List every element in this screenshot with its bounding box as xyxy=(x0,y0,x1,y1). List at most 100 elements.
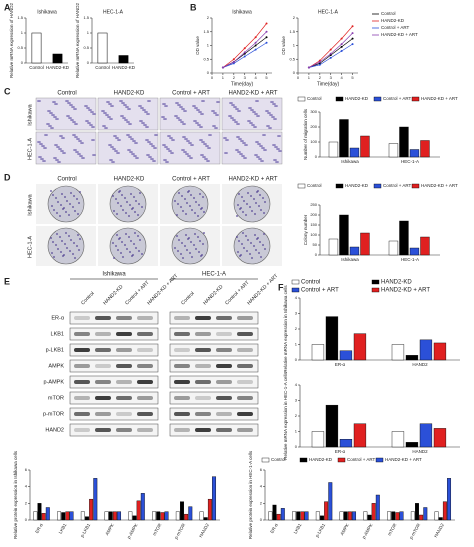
bar xyxy=(140,493,145,521)
cell xyxy=(142,109,146,111)
point xyxy=(329,54,332,57)
y-axis-title: Relative protein expression in Ishikawa … xyxy=(13,450,18,539)
cell xyxy=(262,134,266,136)
y-tick-label: 0.5 xyxy=(289,56,295,61)
x-tick-label: HAND2 xyxy=(412,449,428,454)
cell xyxy=(202,156,206,158)
colony xyxy=(200,208,202,210)
band xyxy=(216,412,232,416)
cell xyxy=(228,115,232,117)
point xyxy=(318,61,321,63)
cell xyxy=(151,145,155,147)
colony xyxy=(239,208,241,210)
point xyxy=(351,37,354,40)
cell xyxy=(190,144,194,146)
bar xyxy=(388,240,399,256)
bar xyxy=(433,342,447,361)
cell xyxy=(256,156,260,158)
blot-strip xyxy=(69,359,159,373)
colony xyxy=(203,232,205,234)
bar xyxy=(391,511,396,521)
cell xyxy=(123,104,127,106)
cell xyxy=(126,121,130,123)
panel-letter: D xyxy=(4,172,11,182)
cell xyxy=(206,160,210,162)
colony xyxy=(72,206,74,208)
colony xyxy=(50,237,52,239)
colony xyxy=(246,203,248,205)
bar xyxy=(375,494,380,521)
band xyxy=(216,428,232,432)
y-tick-label: 100 xyxy=(310,232,317,237)
micrograph xyxy=(159,97,221,131)
legend-label: HAND2-KD + ART xyxy=(421,96,458,101)
cell xyxy=(164,146,168,148)
cell xyxy=(109,118,113,120)
point xyxy=(265,30,268,33)
colony xyxy=(72,253,74,255)
cell xyxy=(273,118,277,120)
cell xyxy=(185,153,189,155)
colony xyxy=(253,198,255,200)
y-tick-label: 1 xyxy=(295,429,298,434)
row-label: p-mTOR xyxy=(43,411,64,417)
band xyxy=(95,396,111,400)
row-label: p-LKB1 xyxy=(46,347,64,353)
colony xyxy=(199,240,201,242)
point xyxy=(265,22,268,25)
colony xyxy=(133,243,135,245)
legend-label: HAND2-KD xyxy=(345,183,369,188)
cell xyxy=(184,138,188,140)
cell xyxy=(148,156,152,158)
legend-label: Control xyxy=(307,183,322,188)
bar xyxy=(395,512,400,521)
cell xyxy=(216,101,220,103)
legend-label: Control xyxy=(301,280,320,286)
cell xyxy=(105,114,109,116)
legend-label: Control + ART xyxy=(381,25,410,30)
cell xyxy=(85,120,89,122)
colony xyxy=(126,248,128,250)
bar xyxy=(419,514,424,521)
cell xyxy=(200,154,204,156)
band xyxy=(116,412,132,416)
bar xyxy=(419,423,433,448)
colony xyxy=(246,250,248,252)
bar xyxy=(156,511,161,521)
cell xyxy=(253,126,257,128)
y-tick-label: 1.5 xyxy=(203,29,209,34)
x-tick-label: 5 xyxy=(351,75,354,80)
panel-letter: E xyxy=(4,276,10,286)
colony xyxy=(118,238,120,240)
band xyxy=(174,428,190,432)
legend-label: HAND2-KD + ART xyxy=(381,32,418,37)
y-tick-label: 1.5 xyxy=(289,29,295,34)
bar xyxy=(409,149,420,158)
point xyxy=(351,43,354,46)
cell xyxy=(153,147,157,149)
cell xyxy=(223,137,227,139)
point xyxy=(254,36,257,39)
blot-strip xyxy=(69,311,159,325)
colony xyxy=(198,204,200,206)
colony xyxy=(184,198,186,200)
cell xyxy=(187,155,191,157)
y-tick-label: 1.5 xyxy=(17,15,23,20)
band xyxy=(195,412,211,416)
cell xyxy=(107,116,111,118)
blot-strip xyxy=(69,375,159,389)
cell xyxy=(116,152,120,154)
colony xyxy=(138,203,140,205)
cell xyxy=(235,108,239,110)
colony xyxy=(76,245,78,247)
cell xyxy=(71,106,75,108)
cell xyxy=(171,139,175,141)
point xyxy=(340,37,343,40)
band xyxy=(95,380,111,384)
colony xyxy=(178,192,180,194)
cell xyxy=(250,109,254,111)
band xyxy=(74,412,90,416)
band xyxy=(174,412,190,416)
cell xyxy=(132,140,136,142)
y-tick-label: 2 xyxy=(295,413,298,418)
